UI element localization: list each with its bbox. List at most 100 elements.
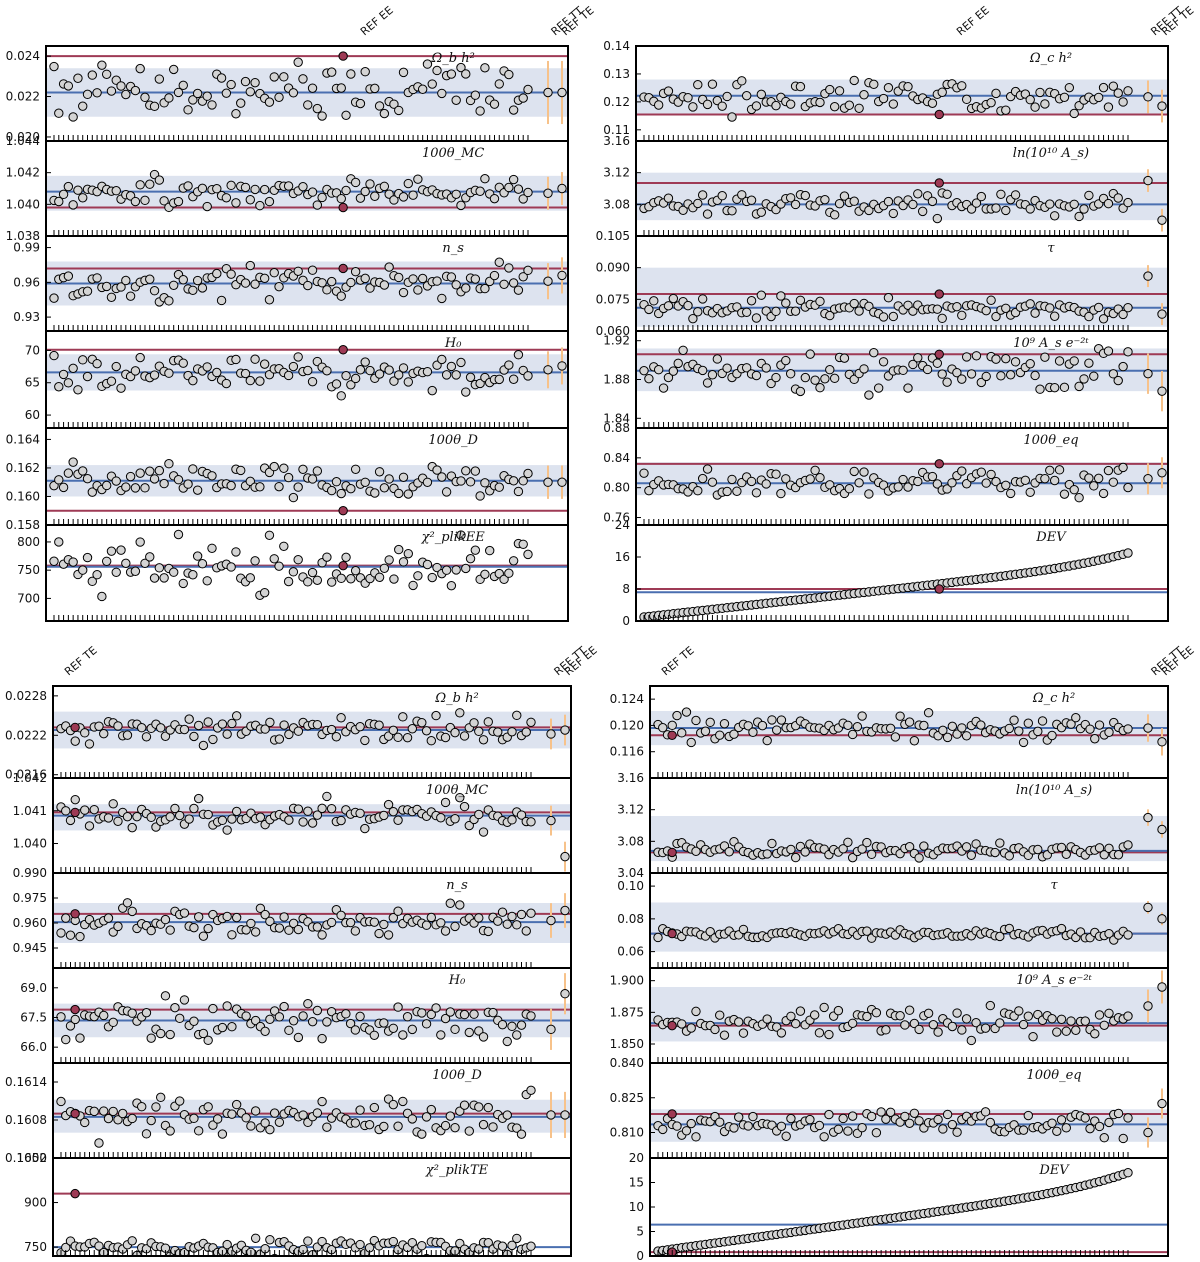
panel: 0.990 0.975 0.960 0.945 n_s	[13, 866, 572, 969]
data-point	[402, 1012, 413, 1022]
data-point	[518, 272, 528, 282]
data-point	[217, 1022, 228, 1033]
data-point	[165, 812, 175, 822]
data-point	[451, 565, 461, 575]
ref-run-point	[546, 1024, 556, 1035]
data-point	[288, 492, 299, 503]
data-point	[49, 556, 59, 566]
data-point	[461, 387, 471, 397]
data-point	[461, 283, 471, 293]
data-point	[976, 720, 986, 730]
data-point	[440, 1120, 451, 1131]
data-point	[499, 574, 509, 585]
data-point	[146, 925, 156, 936]
data-point	[274, 92, 284, 102]
data-point	[1074, 381, 1084, 392]
data-point	[374, 928, 384, 939]
data-point	[483, 717, 493, 727]
data-point	[255, 376, 265, 386]
data-point	[707, 370, 718, 380]
data-point	[355, 1011, 365, 1022]
data-point	[776, 1028, 787, 1038]
data-point	[727, 206, 737, 216]
y-tick-label: 0.975	[13, 891, 47, 905]
data-point	[379, 919, 389, 930]
data-point	[393, 906, 403, 916]
data-point	[111, 361, 121, 372]
data-point	[1113, 375, 1123, 386]
data-point	[814, 1028, 825, 1038]
data-point	[221, 378, 232, 389]
data-point	[1045, 465, 1055, 476]
data-point	[322, 1122, 332, 1132]
data-point	[82, 552, 93, 563]
data-point	[800, 372, 811, 383]
data-point	[226, 480, 236, 491]
data-point	[961, 352, 972, 362]
data-point	[374, 369, 385, 379]
data-point	[336, 910, 346, 921]
reference-point	[70, 807, 80, 818]
data-point	[68, 200, 78, 210]
data-point	[403, 548, 414, 559]
data-point	[226, 562, 236, 572]
data-point	[876, 1107, 886, 1117]
data-point	[398, 712, 408, 722]
data-point	[364, 1119, 375, 1130]
data-point	[909, 1108, 920, 1118]
data-point	[312, 810, 323, 820]
y-tick-label: 0.825	[610, 1091, 644, 1105]
data-point	[446, 69, 457, 79]
data-point	[937, 313, 947, 324]
data-point	[369, 917, 380, 927]
data-point	[207, 543, 217, 553]
ref-run-point	[560, 989, 570, 999]
panel-title: 10⁹ A_s e⁻²ᵗ	[1016, 973, 1092, 988]
data-point	[132, 811, 142, 822]
data-point	[991, 88, 1001, 99]
data-point	[658, 722, 668, 733]
data-point	[523, 187, 533, 198]
reference-point	[338, 51, 348, 61]
data-point	[398, 1030, 408, 1040]
y-tick-label: 0.024	[6, 49, 40, 63]
panel: 1050 900 750 χ²_plikTE	[16, 1151, 572, 1257]
data-point	[815, 383, 825, 393]
data-point	[839, 353, 850, 363]
data-point	[795, 295, 806, 305]
panel: 70 65 60 H₀	[25, 330, 569, 429]
data-point	[421, 726, 432, 736]
data-point	[1093, 302, 1104, 313]
data-point	[341, 371, 351, 381]
data-point	[116, 282, 126, 292]
data-point	[516, 810, 527, 820]
data-point	[815, 97, 825, 108]
data-point	[398, 287, 409, 298]
data-point	[106, 86, 117, 96]
data-point	[1098, 82, 1109, 93]
data-point	[722, 486, 732, 497]
data-point	[450, 1024, 460, 1035]
data-point	[786, 1113, 796, 1124]
data-point	[73, 185, 83, 195]
data-point	[1004, 723, 1015, 734]
data-point	[179, 995, 190, 1005]
data-point	[888, 99, 899, 109]
data-point	[686, 737, 696, 748]
panel-title: χ²_plikEE	[421, 530, 486, 545]
data-point	[847, 852, 858, 863]
ref-run-point	[1157, 215, 1167, 225]
data-point	[672, 710, 682, 721]
data-point	[1009, 715, 1019, 725]
data-point	[483, 1102, 493, 1113]
data-point	[103, 913, 114, 923]
data-point	[1025, 487, 1035, 497]
data-point	[1074, 211, 1084, 222]
data-point	[360, 735, 370, 746]
data-point	[146, 1115, 156, 1126]
data-point	[184, 714, 194, 724]
data-point	[312, 103, 323, 114]
data-point	[947, 1021, 958, 1032]
data-point	[122, 898, 133, 908]
